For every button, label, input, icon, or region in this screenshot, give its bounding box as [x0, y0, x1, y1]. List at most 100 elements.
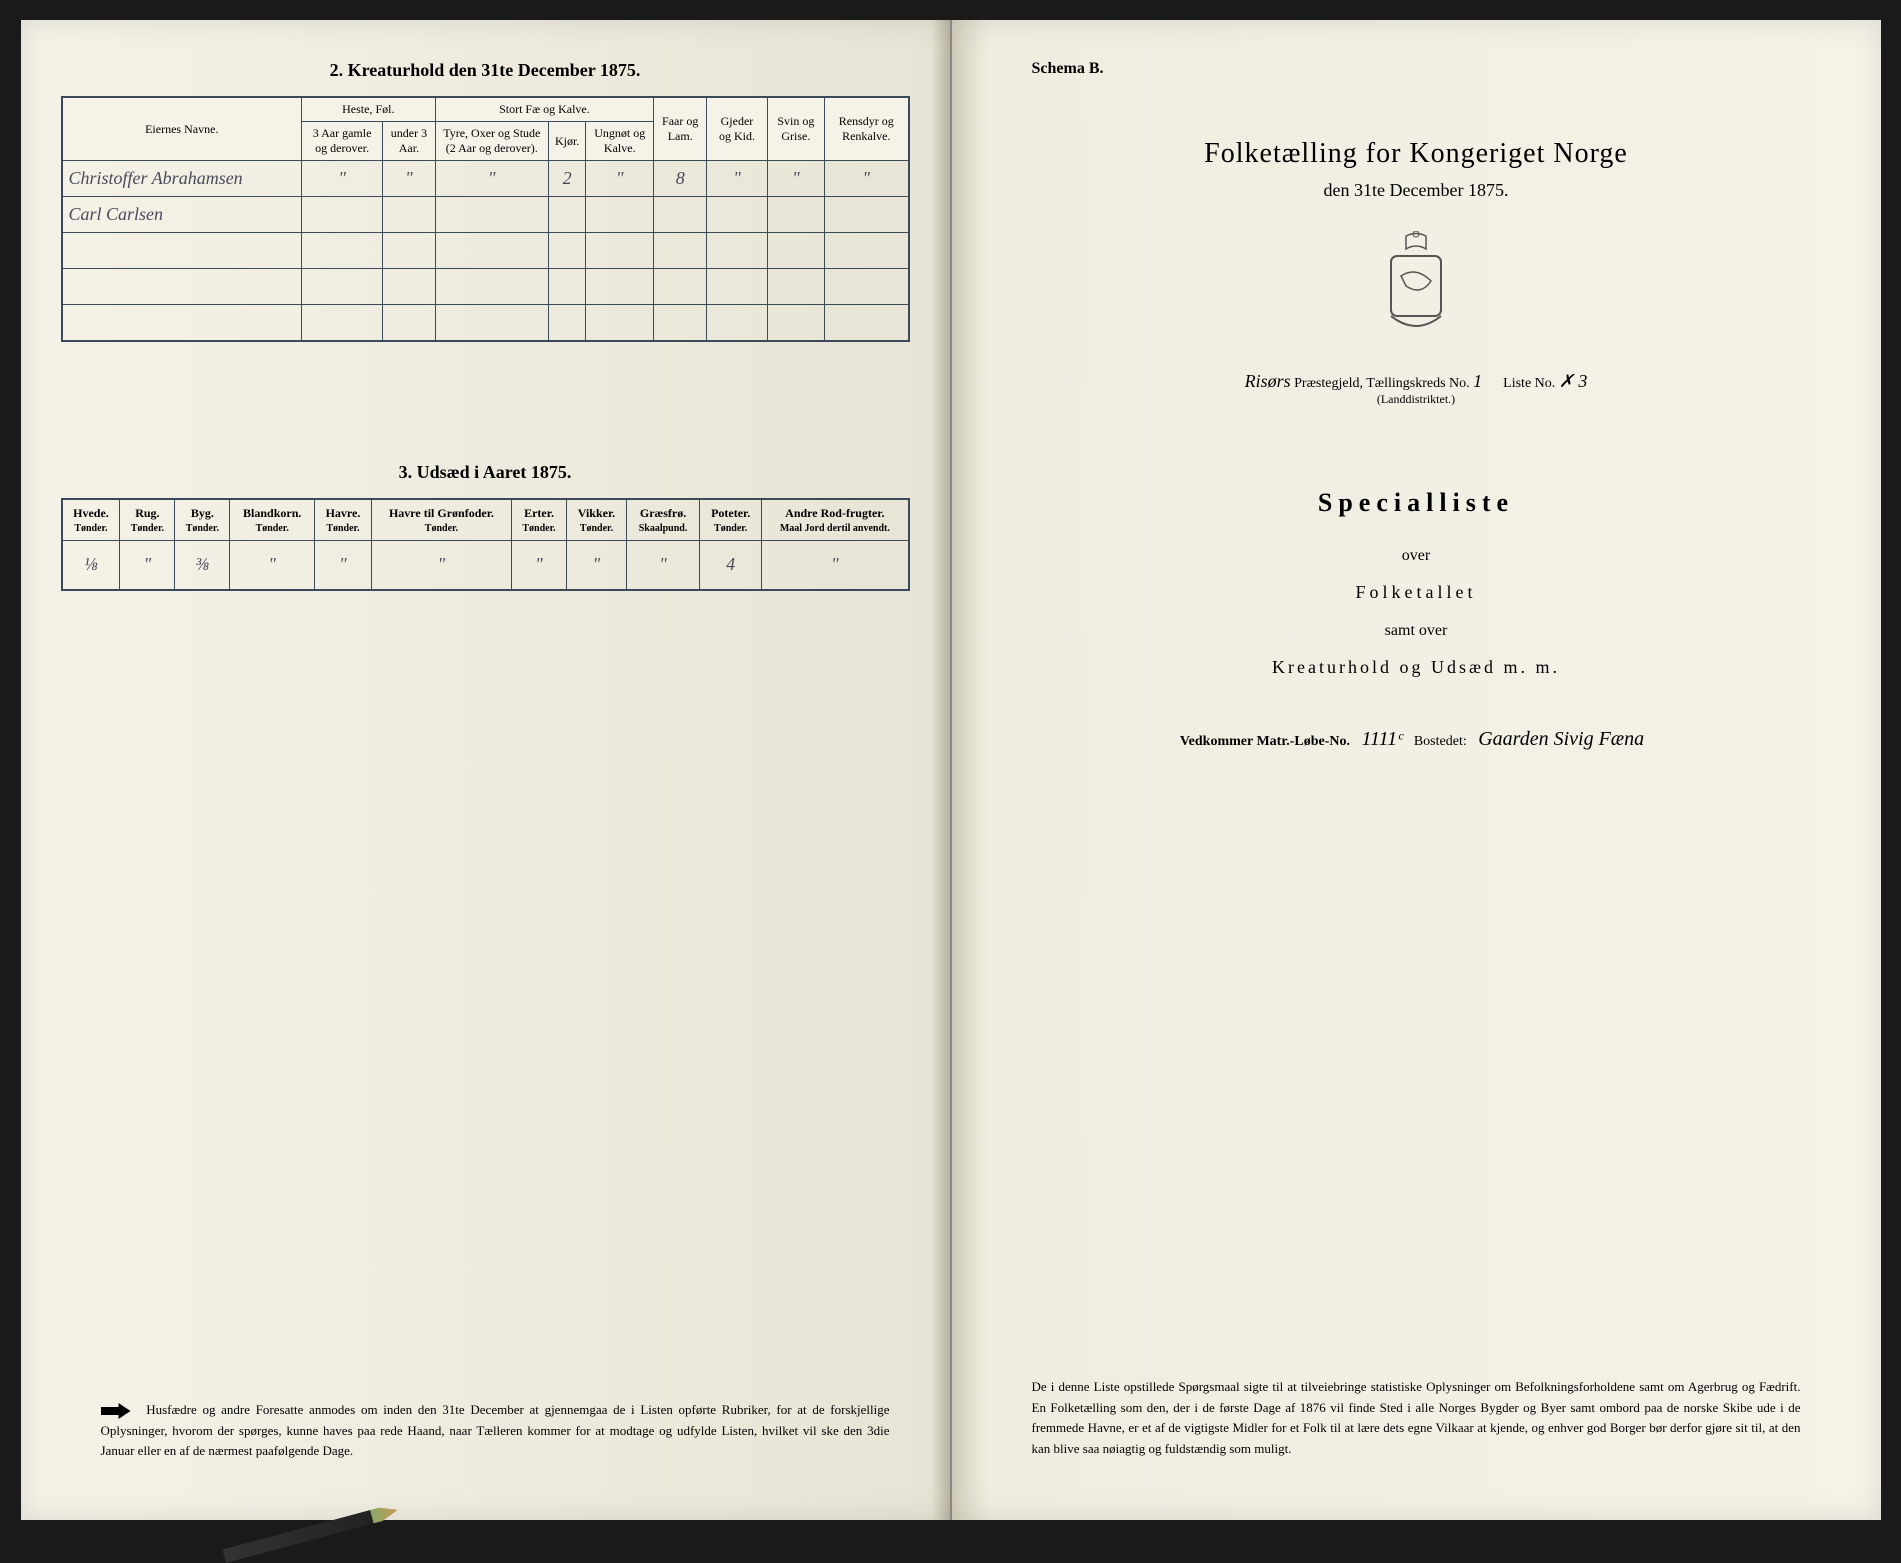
value-cell — [435, 305, 548, 341]
value-cell — [302, 269, 383, 305]
value-cell: " — [767, 161, 824, 197]
owner-cell: Carl Carlsen — [62, 197, 302, 233]
liste-no: ✗ 3 — [1559, 371, 1588, 391]
value-cell: " — [302, 161, 383, 197]
seed-col-header: Blandkorn.Tønder. — [230, 499, 315, 541]
value-cell — [824, 305, 908, 341]
hand-pointer-icon — [101, 1401, 131, 1421]
col-rensdyr: Rensdyr og Renkalve. — [824, 97, 908, 161]
matr-no: 1111ᶜ — [1362, 728, 1403, 750]
value-cell: " — [824, 161, 908, 197]
value-cell — [586, 233, 654, 269]
matr-line: Vedkommer Matr.-Løbe-No. 1111ᶜ Bostedet:… — [992, 728, 1841, 751]
col-owner: Eiernes Navne. — [62, 97, 302, 161]
value-cell — [654, 269, 707, 305]
col-ungnot: Ungnøt og Kalve. — [586, 122, 654, 161]
col-kjor: Kjør. — [548, 122, 585, 161]
value-cell — [435, 233, 548, 269]
owner-cell — [62, 269, 302, 305]
value-cell — [654, 233, 707, 269]
seed-cell: 4 — [700, 540, 762, 590]
value-cell: 8 — [654, 161, 707, 197]
value-cell — [654, 197, 707, 233]
value-cell — [548, 233, 585, 269]
right-page: Schema B. Folketælling for Kongeriget No… — [952, 20, 1881, 1520]
value-cell — [824, 197, 908, 233]
seed-cell: " — [762, 540, 909, 590]
value-cell — [435, 269, 548, 305]
special-title: Specialliste — [992, 488, 1841, 518]
right-footnote: De i denne Liste opstillede Spørgsmaal s… — [1032, 1377, 1801, 1460]
value-cell — [767, 269, 824, 305]
seed-col-header: Poteter.Tønder. — [700, 499, 762, 541]
value-cell — [767, 233, 824, 269]
value-cell — [548, 305, 585, 341]
value-cell — [548, 197, 585, 233]
value-cell — [383, 269, 435, 305]
col-under3: under 3 Aar. — [383, 122, 435, 161]
district-line: Risørs Præstegjeld, Tællingskreds No. 1 … — [992, 371, 1841, 408]
owner-cell: Christoffer Abrahamsen — [62, 161, 302, 197]
value-cell — [302, 233, 383, 269]
value-cell — [435, 197, 548, 233]
col-group-stort: Stort Fæ og Kalve. — [435, 97, 654, 122]
bosted-label: Bostedet: — [1414, 734, 1467, 749]
coat-of-arms-icon — [1371, 231, 1461, 341]
seed-col-header: Græsfrø.Skaalpund. — [626, 499, 699, 541]
seed-cell: " — [512, 540, 567, 590]
seed-cell: " — [230, 540, 315, 590]
value-cell: " — [383, 161, 435, 197]
samt-over-label: samt over — [992, 613, 1841, 648]
table-row: Christoffer Abrahamsen"""2"8""" — [62, 161, 909, 197]
col-tyre: Tyre, Oxer og Stude (2 Aar og derover). — [435, 122, 548, 161]
seed-col-header: Vikker.Tønder. — [566, 499, 626, 541]
pencil-icon — [222, 1503, 399, 1563]
value-cell — [586, 269, 654, 305]
value-cell — [824, 233, 908, 269]
seed-col-header: Havre til Grønfoder.Tønder. — [371, 499, 511, 541]
value-cell — [548, 269, 585, 305]
section-2-title: 2. Kreaturhold den 31te December 1875. — [61, 60, 910, 81]
seed-table: Hvede.Tønder.Rug.Tønder.Byg.Tønder.Bland… — [61, 498, 910, 592]
left-page: 2. Kreaturhold den 31te December 1875. E… — [21, 20, 952, 1520]
value-cell — [383, 233, 435, 269]
left-footnote-text: Husfædre og andre Foresatte anmodes om i… — [101, 1402, 890, 1458]
landdistrikt: (Landdistriktet.) — [1377, 392, 1455, 406]
seed-cell: ⅜ — [175, 540, 230, 590]
owner-cell — [62, 305, 302, 341]
table-row — [62, 233, 909, 269]
value-cell — [383, 305, 435, 341]
value-cell — [707, 197, 768, 233]
value-cell — [302, 305, 383, 341]
value-cell — [707, 233, 768, 269]
value-cell: " — [435, 161, 548, 197]
value-cell — [654, 305, 707, 341]
main-title: Folketælling for Kongeriget Norge — [992, 138, 1841, 170]
seed-cell: " — [626, 540, 699, 590]
col-faar: Faar og Lam. — [654, 97, 707, 161]
seed-cell: " — [371, 540, 511, 590]
value-cell: " — [586, 161, 654, 197]
folketallet-label: Folketallet — [992, 573, 1841, 613]
col-svin: Svin og Grise. — [767, 97, 824, 161]
main-subtitle: den 31te December 1875. — [992, 180, 1841, 201]
value-cell — [302, 197, 383, 233]
seed-col-header: Rug.Tønder. — [120, 499, 175, 541]
seed-cell: ⅛ — [62, 540, 120, 590]
seed-col-header: Byg.Tønder. — [175, 499, 230, 541]
seed-col-header: Havre.Tønder. — [315, 499, 372, 541]
value-cell: 2 — [548, 161, 585, 197]
seed-col-header: Hvede.Tønder. — [62, 499, 120, 541]
value-cell — [586, 305, 654, 341]
seed-cell: " — [566, 540, 626, 590]
section-3-title: 3. Udsæd i Aaret 1875. — [61, 462, 910, 483]
value-cell — [383, 197, 435, 233]
col-group-heste: Heste, Føl. — [302, 97, 436, 122]
book-spread: 2. Kreaturhold den 31te December 1875. E… — [21, 20, 1881, 1520]
district-no: 1 — [1473, 371, 1482, 391]
seed-col-header: Andre Rod-frugter.Maal Jord dertil anven… — [762, 499, 909, 541]
livestock-table: Eiernes Navne. Heste, Føl. Stort Fæ og K… — [61, 96, 910, 342]
over-label: over — [992, 538, 1841, 573]
seed-cell: " — [120, 540, 175, 590]
kreatur-label: Kreaturhold og Udsæd m. m. — [992, 648, 1841, 688]
